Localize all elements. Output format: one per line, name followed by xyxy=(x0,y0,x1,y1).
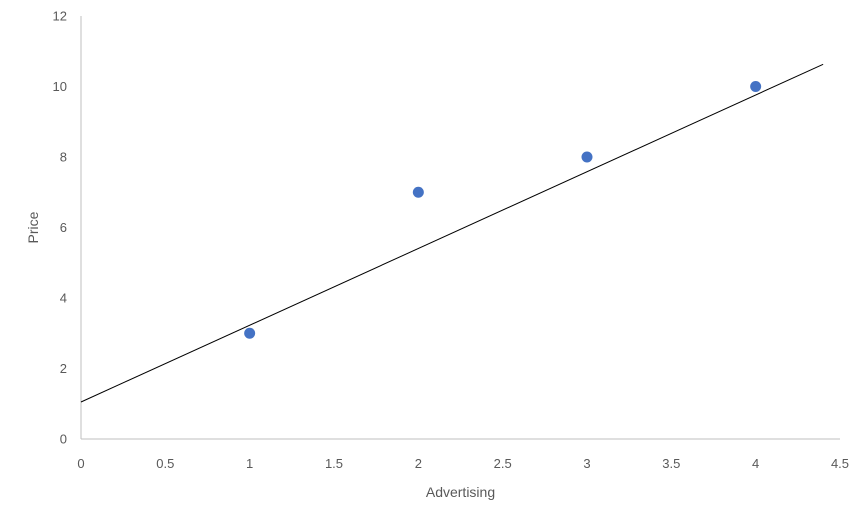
data-point xyxy=(750,81,762,92)
y-tick-label: 6 xyxy=(60,220,67,235)
y-tick-label: 0 xyxy=(60,432,67,447)
x-tick-label: 0 xyxy=(77,456,84,471)
x-tick-label: 2.5 xyxy=(494,456,512,471)
x-tick-label: 4.5 xyxy=(831,456,849,471)
x-tick-label: 2 xyxy=(415,456,422,471)
y-tick-label: 2 xyxy=(60,361,67,376)
trendline xyxy=(80,63,824,403)
y-axis-title: Price xyxy=(25,211,41,243)
y-tick-label: 10 xyxy=(53,79,67,94)
x-tick-label: 0.5 xyxy=(156,456,174,471)
x-tick-label: 1 xyxy=(246,456,253,471)
x-tick-label: 3 xyxy=(583,456,590,471)
y-tick-label: 8 xyxy=(60,150,67,165)
x-tick-label: 1.5 xyxy=(325,456,343,471)
y-tick-label: 12 xyxy=(53,9,67,24)
data-point xyxy=(244,327,256,339)
y-tick-label: 4 xyxy=(60,291,67,306)
x-axis-title: Advertising xyxy=(426,484,495,500)
data-point xyxy=(412,186,424,198)
x-tick-label: 3.5 xyxy=(662,456,680,471)
data-point xyxy=(581,151,593,163)
x-tick-label: 4 xyxy=(752,456,759,471)
